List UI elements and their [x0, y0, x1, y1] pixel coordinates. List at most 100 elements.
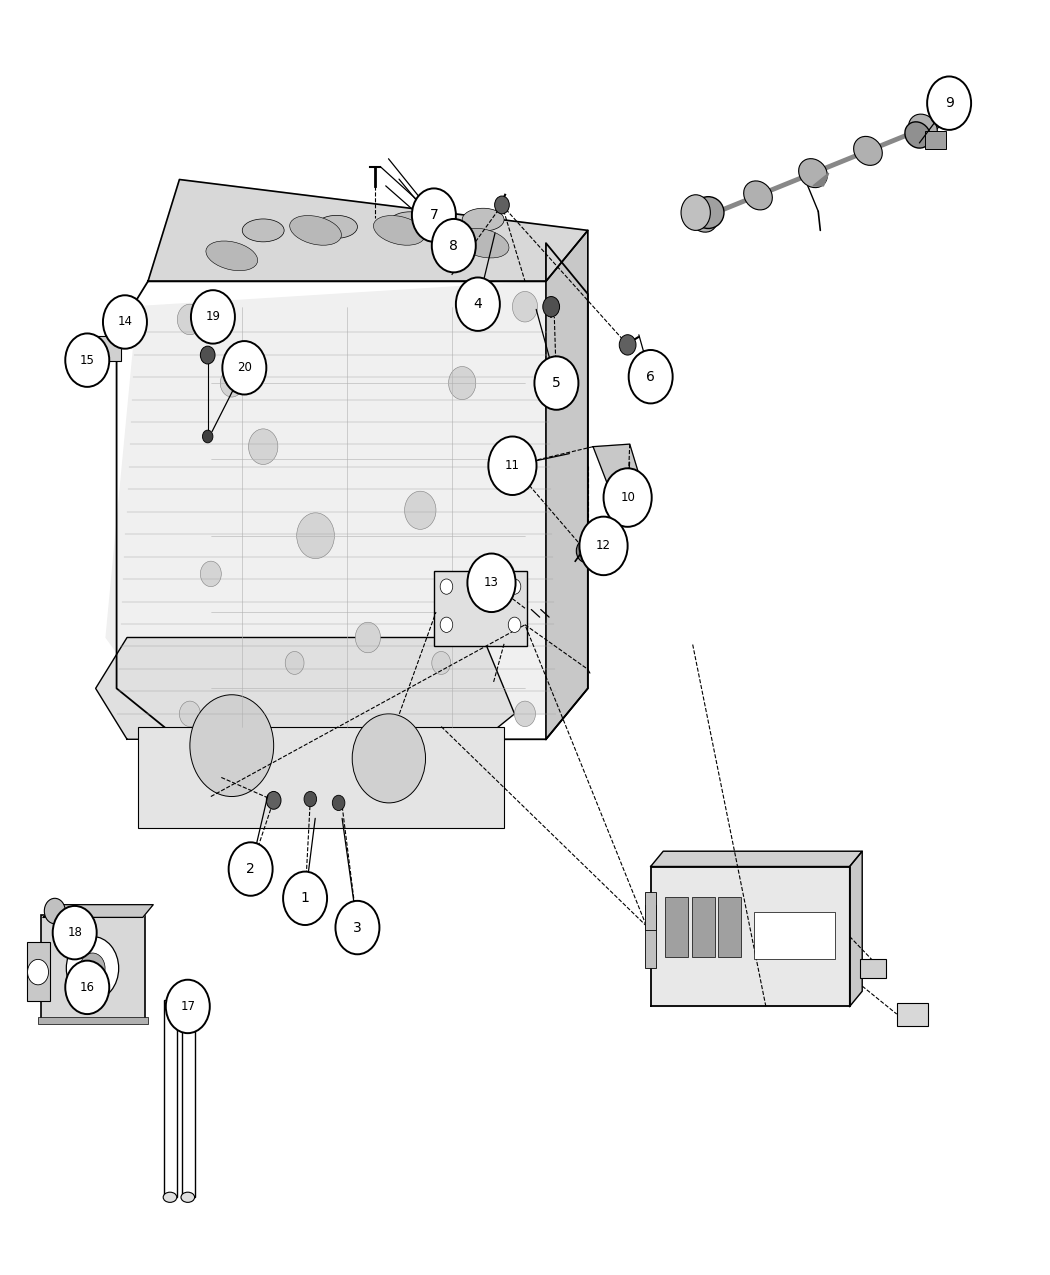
Circle shape: [681, 195, 711, 231]
Text: 18: 18: [67, 926, 82, 940]
Polygon shape: [546, 231, 588, 740]
Ellipse shape: [743, 181, 773, 210]
FancyBboxPatch shape: [718, 898, 740, 956]
Circle shape: [432, 219, 476, 273]
Circle shape: [332, 796, 344, 811]
FancyBboxPatch shape: [666, 898, 689, 956]
FancyBboxPatch shape: [434, 571, 527, 646]
Polygon shape: [106, 282, 578, 740]
Text: 9: 9: [945, 96, 953, 110]
Circle shape: [177, 305, 203, 335]
Bar: [182, 1000, 195, 1197]
Circle shape: [512, 292, 538, 323]
Text: 7: 7: [429, 208, 438, 222]
Bar: [164, 1000, 177, 1197]
Text: 5: 5: [552, 376, 561, 390]
Circle shape: [201, 346, 215, 363]
Circle shape: [103, 296, 147, 348]
Text: 2: 2: [247, 862, 255, 876]
Circle shape: [80, 952, 105, 983]
Polygon shape: [849, 852, 862, 1006]
FancyBboxPatch shape: [646, 905, 656, 968]
Circle shape: [927, 76, 971, 130]
Circle shape: [203, 430, 213, 442]
Circle shape: [83, 366, 93, 379]
Circle shape: [543, 297, 560, 317]
Circle shape: [488, 436, 537, 495]
Circle shape: [52, 907, 97, 959]
Ellipse shape: [462, 208, 504, 231]
Circle shape: [404, 491, 436, 529]
Circle shape: [335, 901, 379, 954]
Circle shape: [44, 899, 65, 924]
Circle shape: [166, 979, 210, 1033]
Polygon shape: [651, 867, 849, 1006]
FancyBboxPatch shape: [26, 941, 49, 1001]
Text: 3: 3: [353, 921, 362, 935]
FancyBboxPatch shape: [925, 131, 946, 149]
Text: 17: 17: [181, 1000, 195, 1012]
Ellipse shape: [374, 215, 425, 245]
Text: 10: 10: [621, 491, 635, 504]
FancyBboxPatch shape: [87, 337, 121, 361]
Polygon shape: [43, 905, 153, 918]
Ellipse shape: [243, 219, 285, 242]
FancyBboxPatch shape: [41, 915, 145, 1021]
Circle shape: [66, 936, 119, 1000]
Circle shape: [508, 579, 521, 594]
Circle shape: [220, 368, 244, 397]
Circle shape: [223, 342, 267, 394]
Circle shape: [629, 349, 673, 403]
Circle shape: [249, 428, 278, 464]
FancyBboxPatch shape: [138, 727, 504, 829]
Circle shape: [470, 572, 489, 595]
Circle shape: [229, 843, 273, 896]
Circle shape: [180, 701, 201, 727]
Ellipse shape: [854, 136, 882, 166]
Circle shape: [286, 652, 304, 674]
Circle shape: [580, 516, 628, 575]
Circle shape: [191, 291, 235, 344]
FancyBboxPatch shape: [692, 898, 715, 956]
Circle shape: [440, 617, 453, 632]
Circle shape: [514, 701, 536, 727]
Text: 13: 13: [484, 576, 499, 589]
Text: 12: 12: [596, 539, 611, 552]
Circle shape: [576, 539, 595, 562]
Circle shape: [412, 189, 456, 242]
Circle shape: [27, 959, 48, 984]
Bar: [38, 1016, 148, 1024]
Circle shape: [467, 553, 516, 612]
Polygon shape: [593, 444, 640, 487]
Circle shape: [604, 468, 652, 527]
Circle shape: [190, 695, 274, 797]
Circle shape: [448, 366, 476, 399]
Circle shape: [201, 561, 222, 586]
Text: 15: 15: [80, 353, 94, 367]
Circle shape: [440, 579, 453, 594]
Text: 1: 1: [300, 891, 310, 905]
Circle shape: [267, 792, 281, 810]
Circle shape: [620, 335, 636, 354]
Ellipse shape: [388, 212, 430, 235]
Ellipse shape: [163, 1192, 176, 1202]
Circle shape: [495, 196, 509, 214]
Ellipse shape: [181, 1192, 194, 1202]
Ellipse shape: [290, 215, 341, 245]
FancyBboxPatch shape: [860, 959, 886, 978]
Circle shape: [284, 872, 328, 926]
Circle shape: [65, 960, 109, 1014]
Polygon shape: [96, 638, 514, 740]
Circle shape: [352, 714, 425, 803]
Circle shape: [297, 513, 334, 558]
Circle shape: [534, 356, 579, 409]
Circle shape: [304, 792, 317, 807]
Text: 20: 20: [237, 361, 252, 375]
Ellipse shape: [316, 215, 357, 238]
Ellipse shape: [457, 228, 509, 258]
Ellipse shape: [799, 158, 827, 187]
Text: 8: 8: [449, 238, 458, 252]
Circle shape: [508, 617, 521, 632]
Text: 19: 19: [206, 310, 220, 324]
Polygon shape: [148, 180, 588, 282]
